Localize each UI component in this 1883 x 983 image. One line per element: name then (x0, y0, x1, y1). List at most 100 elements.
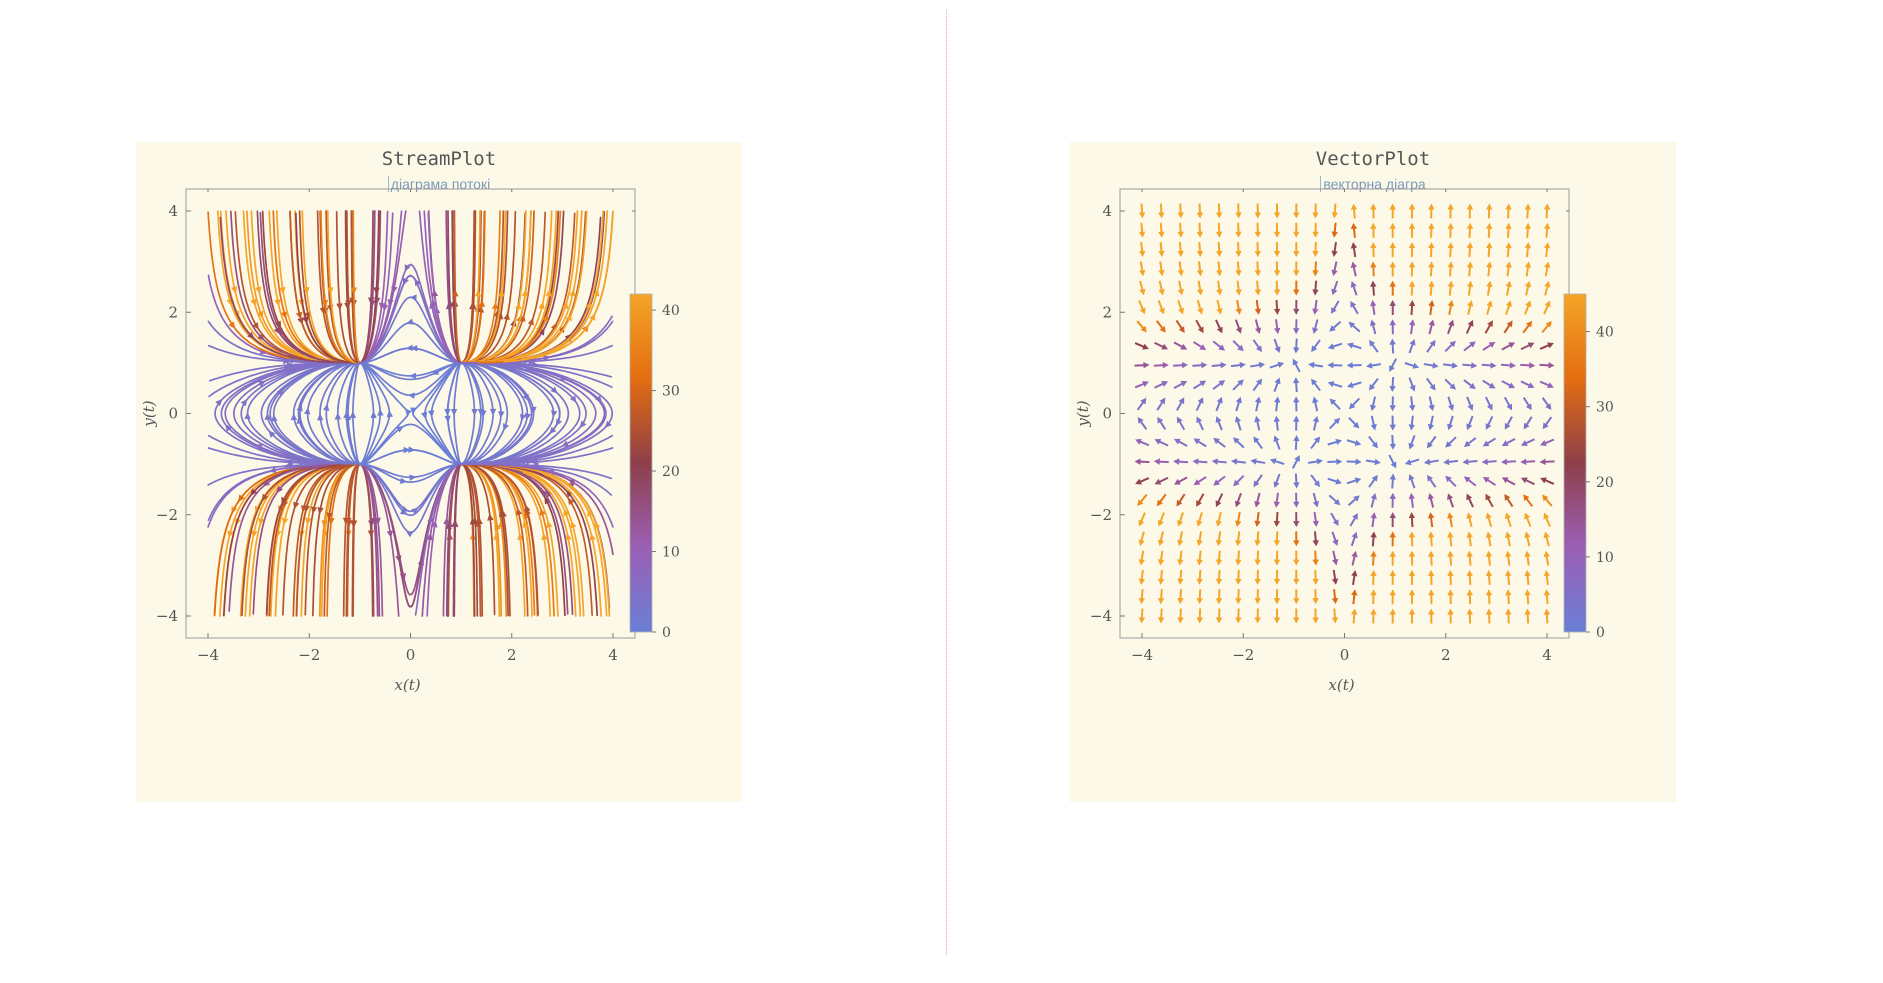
vector-arrow-head (1332, 519, 1339, 527)
vector-arrow-head (1196, 578, 1203, 585)
vector-arrow-head (1253, 480, 1260, 488)
vector-arrow-head (1354, 439, 1362, 446)
vector-arrow-head (1408, 569, 1416, 576)
vector-arrow-head (1234, 415, 1242, 423)
vector-arrow-head (1177, 231, 1184, 238)
vector-arrow-head (1366, 362, 1373, 369)
vector-arrow-head (1485, 493, 1492, 501)
vector-arrow-head (1370, 493, 1377, 500)
vector-arrow-head (1196, 500, 1202, 507)
vector-arrow-head (1389, 203, 1396, 210)
vector-arrow-head (1158, 231, 1165, 238)
vector-arrow-head (1154, 478, 1162, 485)
vector-arrow-head (1273, 396, 1281, 403)
stream-arrow-head (587, 509, 594, 517)
stream-arrow-head (279, 286, 286, 295)
vector-arrow-head (1134, 458, 1141, 465)
vector-arrow-head (1177, 250, 1184, 258)
vector-arrow-head (1235, 396, 1242, 404)
vector-arrow-head (1239, 361, 1246, 369)
vector-arrow-head (1524, 512, 1531, 520)
vector-arrow-head (1196, 598, 1203, 605)
stream-arrow-head (561, 440, 570, 447)
stream-arrow-head (240, 398, 248, 407)
vector-arrow-head (1370, 608, 1377, 615)
vector-arrow-head (1331, 307, 1337, 314)
stream-arrow-head (565, 313, 572, 322)
stream-arrow-head (247, 331, 255, 340)
stream-arrow-head (258, 517, 265, 526)
stream-arrow-head (489, 408, 497, 416)
vector-arrow-head (1447, 512, 1454, 519)
stream-line (316, 210, 361, 364)
vector-arrow-head (1408, 242, 1416, 249)
stream-arrow-head (408, 372, 416, 380)
stream-line (359, 463, 462, 513)
vector-arrow-head (1544, 300, 1551, 308)
vector-arrow-head (1445, 441, 1452, 448)
vector-arrow-head (1505, 203, 1512, 210)
stream-arrow-head (350, 287, 358, 295)
stream-arrow-head (345, 300, 352, 308)
vector-arrow-head (1215, 500, 1222, 508)
vector-arrow-head (1427, 531, 1435, 538)
vector-arrow-head (1233, 479, 1240, 487)
vector-arrow-head (1352, 422, 1360, 429)
stream-line (325, 362, 361, 465)
vector-arrow-head (1520, 440, 1528, 446)
vector-arrow-head (1273, 308, 1281, 315)
vector-arrow-head (1370, 531, 1377, 538)
vector-arrow-head (1293, 347, 1300, 354)
vector-arrow-head (1273, 212, 1281, 219)
stream-line (447, 210, 462, 364)
stream-arrow-head (334, 412, 342, 420)
stream-line (256, 210, 361, 364)
stream-line (460, 362, 482, 465)
vector-arrow-head (1524, 261, 1532, 268)
vector-arrow-head (1539, 458, 1546, 465)
vector-arrow-head (1508, 342, 1515, 349)
vector-arrow-head (1177, 288, 1185, 296)
vector-arrow-head (1466, 222, 1474, 229)
vector-arrow-head (1350, 281, 1357, 288)
vector-arrow-head (1485, 512, 1492, 520)
x-tick-label: −2 (1232, 646, 1254, 664)
stream-arrow-head (231, 286, 238, 294)
vector-arrow-head (1369, 404, 1377, 412)
vector-arrow-head (1216, 396, 1223, 404)
vector-arrow-head (1447, 300, 1454, 307)
vector-arrow-head (1447, 589, 1454, 596)
vector-arrow-head (1548, 362, 1555, 369)
stream-line (345, 210, 361, 364)
vector-arrow-head (1447, 203, 1454, 210)
stream-arrow-head (491, 302, 499, 310)
stream-arrow-head (429, 301, 436, 310)
vector-arrow-head (1408, 222, 1416, 229)
stream-arrow-head (555, 418, 563, 427)
vector-arrow-head (1196, 270, 1204, 277)
vector-arrow-head (1525, 300, 1532, 308)
vector-arrow-head (1485, 423, 1492, 430)
x-axis-label: x(t) (394, 676, 420, 694)
plot-frame (1119, 188, 1570, 639)
vector-arrow-head (1196, 231, 1204, 238)
stream-line (319, 362, 361, 466)
stream-arrow-head (569, 289, 576, 297)
vector-arrow-head (1505, 569, 1512, 577)
vector-arrow-head (1408, 473, 1415, 481)
vector-arrow-head (1350, 203, 1358, 210)
vector-arrow-head (1237, 379, 1244, 386)
stream-arrow-head (469, 302, 476, 310)
stream-arrow-head (569, 395, 577, 403)
stream-arrow-head (527, 317, 534, 326)
color-bar (629, 293, 653, 633)
stream-arrow-head (545, 289, 552, 297)
vector-arrow-head (1447, 222, 1454, 229)
vector-arrow-head (1547, 382, 1554, 389)
stream-arrow-head (450, 409, 458, 417)
vector-arrow-head (1520, 477, 1528, 484)
vector-arrow-head (1273, 540, 1281, 547)
vector-arrow-head (1235, 250, 1242, 258)
vector-arrow-head (1408, 280, 1416, 287)
vector-arrow-head (1490, 362, 1497, 369)
